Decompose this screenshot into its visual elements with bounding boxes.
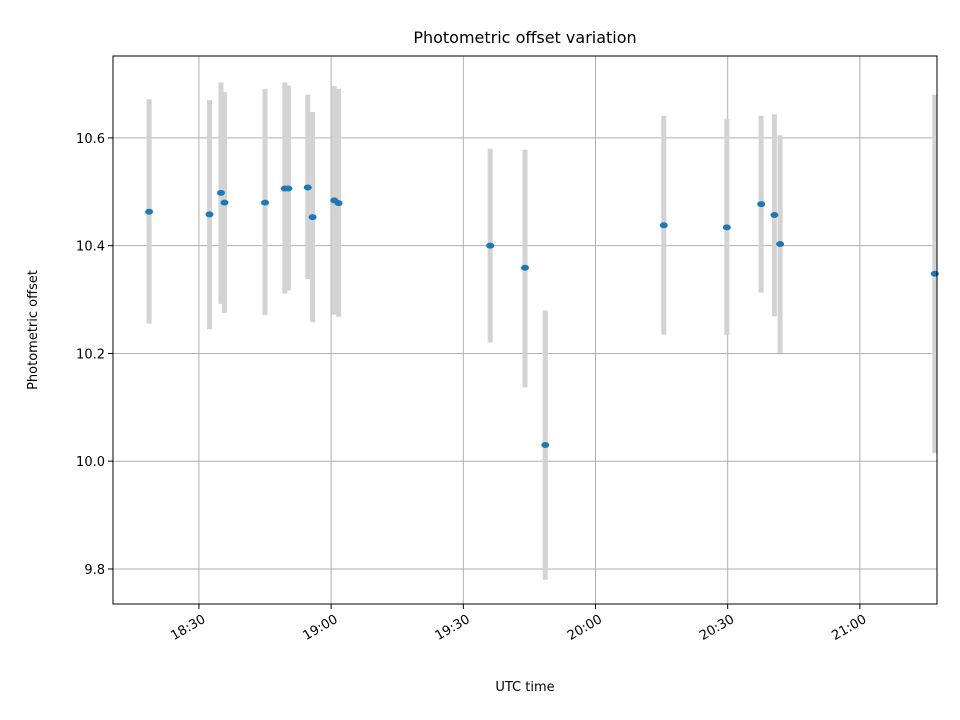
y-tick-label: 10.0 xyxy=(76,455,105,470)
data-point xyxy=(261,199,270,206)
data-point xyxy=(303,184,312,191)
data-point xyxy=(205,211,214,218)
y-tick-label: 10.4 xyxy=(76,240,105,255)
data-point xyxy=(659,222,668,229)
y-tick-label: 9.8 xyxy=(84,563,105,578)
y-tick-label: 10.2 xyxy=(76,347,105,362)
data-point xyxy=(521,264,529,271)
data-point xyxy=(776,241,785,248)
data-point xyxy=(541,442,550,449)
y-tick-label: 10.6 xyxy=(76,132,105,147)
data-point xyxy=(722,224,731,231)
data-point xyxy=(308,214,317,221)
y-axis-label: Photometric offset xyxy=(26,270,41,390)
plot-frame xyxy=(112,55,938,605)
data-point xyxy=(486,242,495,249)
x-axis-label: UTC time xyxy=(495,680,554,695)
data-point xyxy=(220,199,229,206)
data-point xyxy=(284,185,293,192)
data-point xyxy=(757,201,766,208)
data-point xyxy=(334,200,343,207)
y-axis: 9.8 10.0 10.2 10.4 10.6 xyxy=(76,132,113,578)
data-point xyxy=(145,208,154,215)
data-point xyxy=(216,189,225,196)
data-point xyxy=(770,211,779,218)
data-point xyxy=(930,270,939,277)
chart-title: Photometric offset variation xyxy=(413,28,636,47)
